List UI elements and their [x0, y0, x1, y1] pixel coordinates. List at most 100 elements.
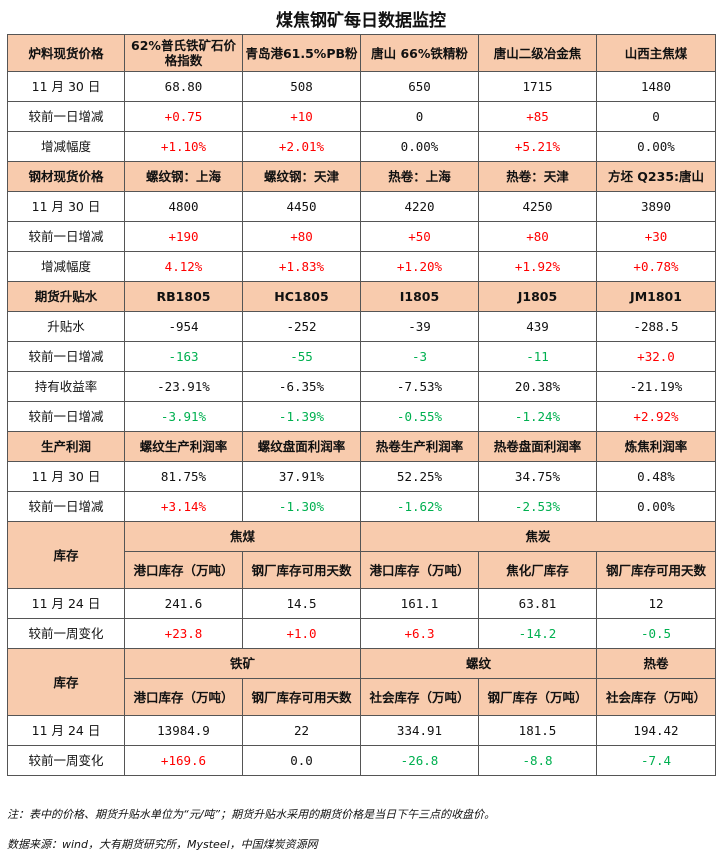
profit-header-row: 生产利润 螺纹生产利润率 螺纹盘面利润率 热卷生产利润率 热卷盘面利润率 炼焦利…: [7, 431, 716, 462]
table-cell: 4450: [242, 191, 361, 222]
table-cell: -1.24%: [478, 401, 597, 432]
table-cell: 194.42: [596, 715, 716, 746]
table-row: 较前一日增减 -3.91% -1.39% -0.55% -1.24% +2.92…: [7, 401, 716, 432]
table-row: 11 月 24 日 13984.9 22 334.91 181.5 194.42: [7, 715, 716, 746]
column-header: 社会库存（万吨）: [360, 678, 479, 716]
table-row: 11 月 30 日 81.75% 37.91% 52.25% 34.75% 0.…: [7, 461, 716, 492]
table-cell: 4250: [478, 191, 597, 222]
table-row: 较前一日增减 +190 +80 +50 +80 +30: [7, 221, 716, 252]
table-cell: +1.0: [242, 618, 361, 649]
section-label: 库存: [7, 521, 125, 589]
table-cell: -1.30%: [242, 491, 361, 522]
column-header: 钢厂库存可用天数: [242, 678, 361, 716]
table-row: 增减幅度 +1.10% +2.01% 0.00% +5.21% 0.00%: [7, 131, 716, 162]
table-cell: 181.5: [478, 715, 597, 746]
row-label: 较前一周变化: [7, 618, 125, 649]
table-cell: +80: [478, 221, 597, 252]
section-label: 期货升贴水: [7, 281, 125, 312]
section-label: 炉料现货价格: [7, 34, 125, 72]
column-header: 山西主焦煤: [596, 34, 716, 72]
table-cell: 161.1: [360, 588, 479, 619]
table-cell: -954: [124, 311, 243, 342]
row-label: 增减幅度: [7, 251, 125, 282]
column-header: 焦化厂库存: [478, 551, 597, 589]
column-header: 方坯 Q235:唐山: [596, 161, 716, 192]
table-cell: +2.92%: [596, 401, 716, 432]
table-cell: -0.55%: [360, 401, 479, 432]
raw-header-row: 炉料现货价格 62%普氏铁矿石价格指数 青岛港61.5%PB粉 唐山 66%铁精…: [7, 34, 716, 72]
row-label: 升贴水: [7, 311, 125, 342]
steel-header-row: 钢材现货价格 螺纹钢：上海 螺纹钢：天津 热卷：上海 热卷：天津 方坯 Q235…: [7, 161, 716, 192]
table-cell: 0.48%: [596, 461, 716, 492]
table-cell: 12: [596, 588, 716, 619]
column-header: 唐山二级冶金焦: [478, 34, 597, 72]
row-label: 较前一日增减: [7, 491, 125, 522]
column-header: I1805: [360, 281, 479, 312]
column-header: HC1805: [242, 281, 361, 312]
table-row: 较前一日增减 +0.75 +10 0 +85 0: [7, 101, 716, 132]
column-header: 唐山 66%铁精粉: [360, 34, 479, 72]
futures-header-row: 期货升贴水 RB1805 HC1805 I1805 J1805 JM1801: [7, 281, 716, 312]
table-row: 升贴水 -954 -252 -39 439 -288.5: [7, 311, 716, 342]
table-cell: +50: [360, 221, 479, 252]
table-cell: 14.5: [242, 588, 361, 619]
table-cell: +32.0: [596, 341, 716, 372]
row-label: 较前一日增减: [7, 221, 125, 252]
column-header: 社会库存（万吨）: [596, 678, 716, 716]
group-header: 焦煤: [124, 521, 361, 552]
table-cell: -288.5: [596, 311, 716, 342]
column-header: 炼焦利润率: [596, 431, 716, 462]
table-cell: +5.21%: [478, 131, 597, 162]
column-header: 热卷：上海: [360, 161, 479, 192]
table-cell: 3890: [596, 191, 716, 222]
table-cell: -7.4: [596, 745, 716, 776]
table-cell: -0.5: [596, 618, 716, 649]
table-row: 较前一周变化 +169.6 0.0 -26.8 -8.8 -7.4: [7, 745, 716, 776]
column-header: J1805: [478, 281, 597, 312]
table-cell: 508: [242, 71, 361, 102]
column-header: JM1801: [596, 281, 716, 312]
inventory2-group-row: 库存 铁矿 螺纹 热卷: [7, 648, 716, 716]
table-cell: -6.35%: [242, 371, 361, 402]
table-cell: +1.10%: [124, 131, 243, 162]
table-cell: -26.8: [360, 745, 479, 776]
table-cell: +1.83%: [242, 251, 361, 282]
table-cell: +80: [242, 221, 361, 252]
table-cell: -21.19%: [596, 371, 716, 402]
row-label: 增减幅度: [7, 131, 125, 162]
row-label: 较前一日增减: [7, 341, 125, 372]
row-label: 较前一日增减: [7, 101, 125, 132]
row-label: 较前一周变化: [7, 745, 125, 776]
row-label: 11 月 30 日: [7, 461, 125, 492]
table-cell: 13984.9: [124, 715, 243, 746]
column-header: 港口库存（万吨）: [360, 551, 479, 589]
table-cell: -1.62%: [360, 491, 479, 522]
column-header: 螺纹盘面利润率: [242, 431, 361, 462]
column-header: RB1805: [124, 281, 243, 312]
table-cell: +85: [478, 101, 597, 132]
table-cell: 334.91: [360, 715, 479, 746]
table-cell: 0.00%: [596, 131, 716, 162]
column-header: 热卷生产利润率: [360, 431, 479, 462]
row-label: 11 月 30 日: [7, 71, 125, 102]
table-cell: -3.91%: [124, 401, 243, 432]
table-cell: +190: [124, 221, 243, 252]
table-cell: +23.8: [124, 618, 243, 649]
column-header: 螺纹钢：上海: [124, 161, 243, 192]
data-source-note: 数据来源：wind，大有期货研究所，Mysteel，中国煤炭资源网: [7, 838, 318, 851]
footnote: 注：表中的价格、期货升贴水单位为“元/吨”；期货升贴水采用的期货价格是当日下午三…: [7, 808, 496, 821]
section-label: 生产利润: [7, 431, 125, 462]
table-row: 较前一日增减 -163 -55 -3 -11 +32.0: [7, 341, 716, 372]
inventory1-group-row: 库存 焦煤 焦炭: [7, 521, 716, 589]
table-cell: 0: [596, 101, 716, 132]
table-cell: -8.8: [478, 745, 597, 776]
table-cell: 4220: [360, 191, 479, 222]
inventory2-subheader-row: 港口库存（万吨） 钢厂库存可用天数 社会库存（万吨） 钢厂库存（万吨） 社会库存…: [8, 678, 716, 716]
table-cell: 650: [360, 71, 479, 102]
table-cell: -11: [478, 341, 597, 372]
group-header: 焦炭: [360, 521, 716, 552]
table-cell: -3: [360, 341, 479, 372]
table-cell: 68.80: [124, 71, 243, 102]
inventory1-subheader-row: 港口库存（万吨） 钢厂库存可用天数 港口库存（万吨） 焦化厂库存 钢厂库存可用天…: [8, 551, 716, 589]
table-cell: 0: [360, 101, 479, 132]
